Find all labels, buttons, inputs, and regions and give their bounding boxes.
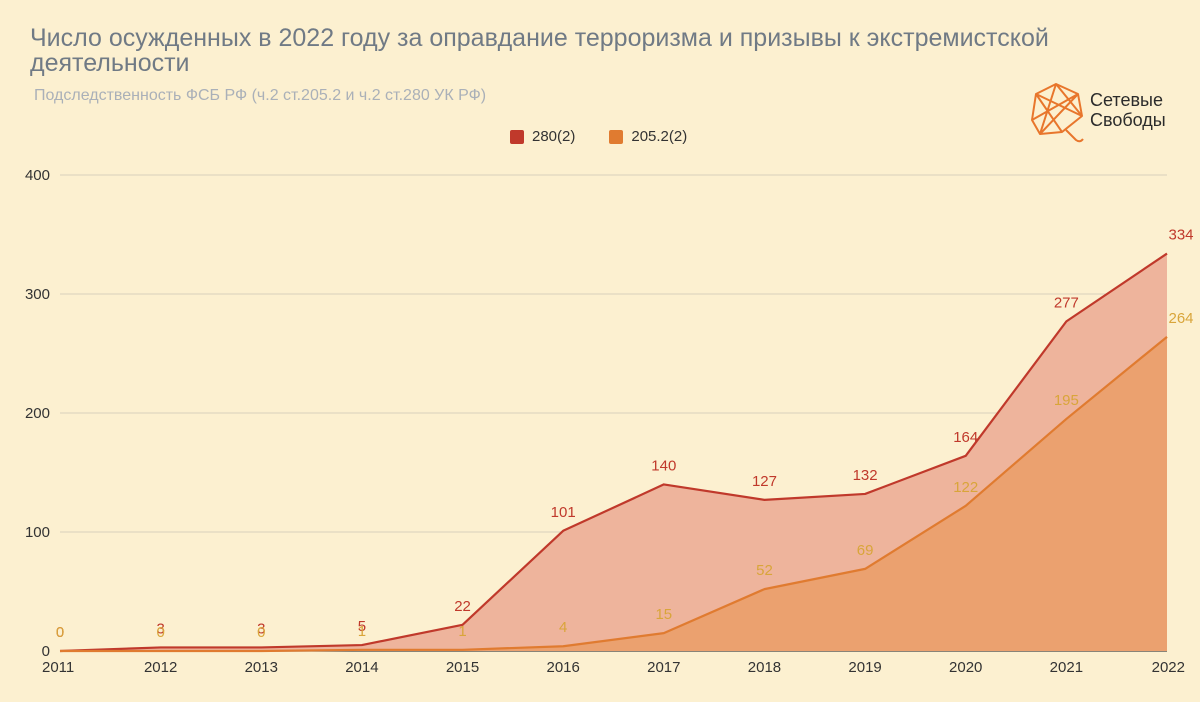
data-label-0-2020: 164: [953, 429, 978, 446]
data-label-1-2021: 195: [1054, 392, 1079, 409]
data-label-1-2011: 0: [56, 624, 64, 641]
legend: 280(2) 205.2(2): [510, 128, 687, 145]
data-label-1-2017: 15: [655, 606, 672, 623]
x-tick-label-2011: 2011: [42, 659, 74, 676]
y-tick-label-100: 100: [25, 524, 50, 541]
chart-subtitle: Подследственность ФСБ РФ (ч.2 ст.205.2 и…: [34, 87, 487, 104]
legend-item-205[interactable]: 205.2(2): [609, 128, 687, 145]
data-label-1-2019: 69: [857, 542, 874, 559]
data-label-0-2017: 140: [651, 457, 676, 474]
area-1: [60, 336, 1167, 651]
data-label-1-2016: 4: [559, 619, 567, 636]
x-tick-label-2022: 2022: [1152, 659, 1185, 676]
legend-swatch-205: [609, 129, 624, 144]
y-tick-label-0: 0: [42, 643, 50, 660]
data-label-0-2018: 127: [752, 473, 777, 490]
data-label-0-2011: 0: [56, 624, 64, 641]
x-tick-label-2013: 2013: [245, 659, 278, 676]
legend-label-280: 280(2): [532, 128, 576, 145]
series-line-0: [59, 252, 1168, 653]
data-label-0-2022: 334: [1168, 227, 1193, 244]
data-label-0-2015: 22: [454, 598, 471, 615]
legend-label-205: 205.2(2): [631, 128, 688, 145]
data-label-0-2019: 132: [853, 467, 878, 484]
x-tick-label-2015: 2015: [446, 659, 479, 676]
legend-swatch-280: [510, 129, 524, 144]
data-label-1-2022: 264: [1168, 310, 1193, 327]
logo-line1: Сетевые: [1090, 90, 1163, 110]
x-tick-label-2016: 2016: [546, 659, 579, 676]
x-tick-label-2021: 2021: [1050, 659, 1083, 676]
data-label-0-2012: 3: [156, 620, 164, 637]
data-label-1-2014: 1: [358, 623, 366, 640]
x-tick-label-2018: 2018: [748, 659, 781, 676]
x-tick-label-2020: 2020: [949, 659, 982, 676]
logo-line2: Свободы: [1090, 110, 1166, 130]
data-label-0-2021: 277: [1054, 294, 1079, 311]
data-label-1-2013: 0: [257, 624, 265, 641]
series-line-1: [60, 335, 1168, 653]
x-tick-label-2012: 2012: [144, 659, 177, 676]
umbrella-icon: [1031, 83, 1084, 143]
x-tick-label-2019: 2019: [848, 659, 881, 676]
logo: Сетевые Свободы: [1026, 80, 1176, 144]
legend-item-280[interactable]: 280(2): [510, 128, 575, 145]
data-label-1-2020: 122: [953, 479, 978, 496]
y-tick-label-300: 300: [25, 286, 50, 303]
data-label-1-2015: 1: [458, 623, 466, 640]
y-tick-label-200: 200: [25, 405, 50, 422]
x-tick-label-2014: 2014: [345, 659, 378, 676]
logo-text: Сетевые Свободы: [1090, 90, 1166, 130]
area-0: [60, 253, 1167, 652]
data-label-0-2013: 3: [257, 620, 265, 637]
data-label-1-2012: 0: [156, 624, 164, 641]
data-label-0-2014: 5: [358, 618, 366, 635]
data-label-0-2016: 101: [551, 504, 576, 521]
data-label-1-2018: 52: [756, 562, 773, 579]
y-tick-label-400: 400: [25, 167, 50, 184]
chart-title: Число осужденных в 2022 году за оправдан…: [30, 24, 1049, 77]
x-tick-label-2017: 2017: [647, 659, 680, 676]
